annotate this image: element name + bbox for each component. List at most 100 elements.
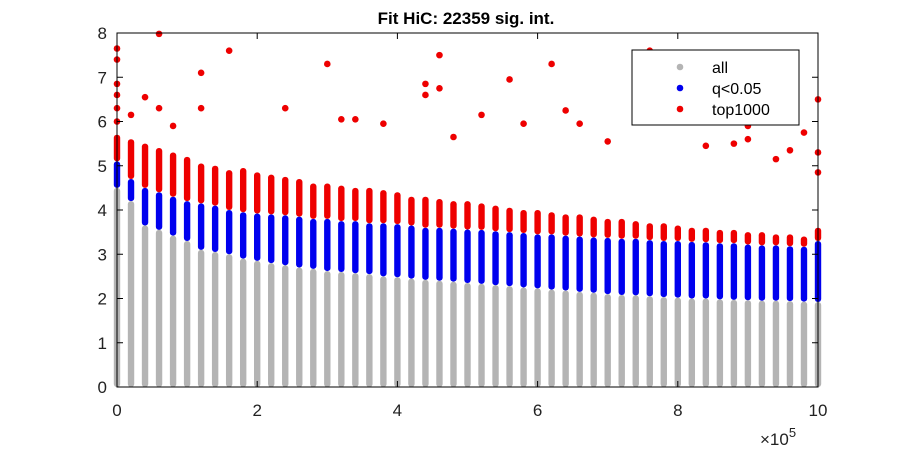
series-all-column (562, 290, 569, 387)
x-tick-labels: 0 2 4 6 8 10 (112, 401, 827, 420)
series-top1000-point (436, 85, 443, 92)
series-top1000-point (506, 76, 513, 83)
series-q-column (296, 216, 303, 268)
series-all-column (674, 297, 681, 387)
series-top1000-column (562, 214, 569, 236)
series-all-column (632, 295, 639, 387)
legend-marker (676, 105, 684, 113)
series-top1000-column (282, 176, 289, 216)
series-top1000-column (366, 187, 373, 224)
series-top1000-point (422, 91, 429, 99)
series-q-column (772, 245, 780, 301)
series-top1000-point (562, 107, 569, 114)
series-top1000-point (324, 60, 331, 68)
series-top1000-point (436, 51, 443, 59)
series-top1000-column (352, 187, 359, 222)
series-q-column (324, 218, 331, 272)
series-q-column (632, 238, 639, 296)
series-all-column (618, 294, 625, 387)
series-q-column (282, 215, 289, 266)
series-all-column (268, 263, 275, 387)
series-top1000-column (604, 218, 611, 238)
series-top1000-point (604, 138, 611, 145)
series-q-column (562, 235, 569, 291)
series-top1000-column (674, 225, 681, 241)
series-top1000-column (744, 232, 752, 245)
series-top1000-column (646, 223, 653, 241)
series-top1000-column (268, 174, 275, 215)
x-tick-label: 2 (252, 401, 261, 420)
series-q-column (702, 242, 710, 299)
series-top1000-column (716, 229, 724, 244)
series-top1000-point (450, 133, 457, 141)
y-tick-label: 5 (98, 157, 107, 176)
series-q-column (422, 227, 429, 280)
series-q-column (660, 240, 667, 298)
series-top1000-column (380, 190, 387, 224)
series-all-column (534, 288, 541, 387)
series-top1000-column (702, 227, 710, 243)
y-tick-label: 4 (98, 201, 107, 220)
series-top1000-column (127, 139, 135, 180)
series-top1000-point (422, 80, 429, 88)
series-top1000-point (800, 129, 808, 136)
series-top1000-column (730, 229, 738, 244)
series-top1000-column (225, 170, 233, 210)
legend-box (631, 49, 800, 126)
series-q-column (800, 246, 808, 302)
series-q-column (268, 214, 275, 264)
series-all-column (225, 254, 233, 387)
series-q-column (646, 240, 653, 297)
series-all-column (324, 271, 331, 387)
series-top1000-point (380, 120, 387, 128)
series-q-column (548, 234, 555, 290)
series-top1000-column (211, 165, 219, 206)
series-all-column (604, 294, 611, 387)
series-all-column (394, 277, 401, 387)
series-top1000-column (534, 210, 541, 235)
series-all-column (590, 292, 597, 387)
series-top1000-column (464, 201, 471, 230)
series-q-column (674, 240, 681, 298)
chart-title: Fit HiC: 22359 sig. int. (378, 9, 555, 28)
series-q-column (492, 231, 499, 286)
series-top1000-column (169, 152, 177, 197)
series-top1000-column (296, 179, 303, 217)
series-top1000-column (422, 196, 429, 228)
y-tick-labels: 0 1 2 3 4 5 6 7 8 (98, 24, 107, 397)
series-top1000-point (197, 69, 205, 77)
series-all-column (183, 240, 191, 387)
series-q-column (758, 245, 766, 301)
series-top1000-column (800, 236, 808, 247)
series-top1000-column (590, 216, 597, 238)
series-top1000-point (338, 115, 345, 123)
series-all-column (197, 249, 205, 387)
series-top1000-point (702, 142, 710, 150)
series-all-column (548, 289, 555, 387)
series-top1000-column (492, 205, 499, 232)
series-q-column (786, 246, 794, 302)
series-top1000-point (352, 115, 359, 123)
y-tick-label: 3 (98, 245, 107, 264)
series-top1000-column (688, 227, 696, 242)
series-top1000-column (183, 156, 191, 202)
y-tick-label: 2 (98, 290, 107, 309)
series-top1000-point (786, 146, 794, 154)
series-top1000-point (478, 111, 485, 119)
series-top1000-column (660, 223, 667, 241)
series-q-column (394, 224, 401, 278)
series-all-column (155, 229, 163, 387)
series-all-column (338, 271, 345, 387)
series-all-column (366, 274, 373, 387)
series-top1000-column (506, 207, 513, 233)
series-q-column (169, 196, 177, 236)
series-q-column (141, 187, 149, 226)
series-top1000-column (576, 214, 583, 237)
x-tick-label: 6 (533, 401, 542, 420)
series-top1000-column (618, 218, 625, 239)
series-top1000-point (169, 122, 177, 130)
series-q-column (534, 234, 541, 289)
series-all-column (800, 301, 808, 387)
series-all-column (506, 286, 513, 387)
series-all-column (310, 268, 317, 387)
